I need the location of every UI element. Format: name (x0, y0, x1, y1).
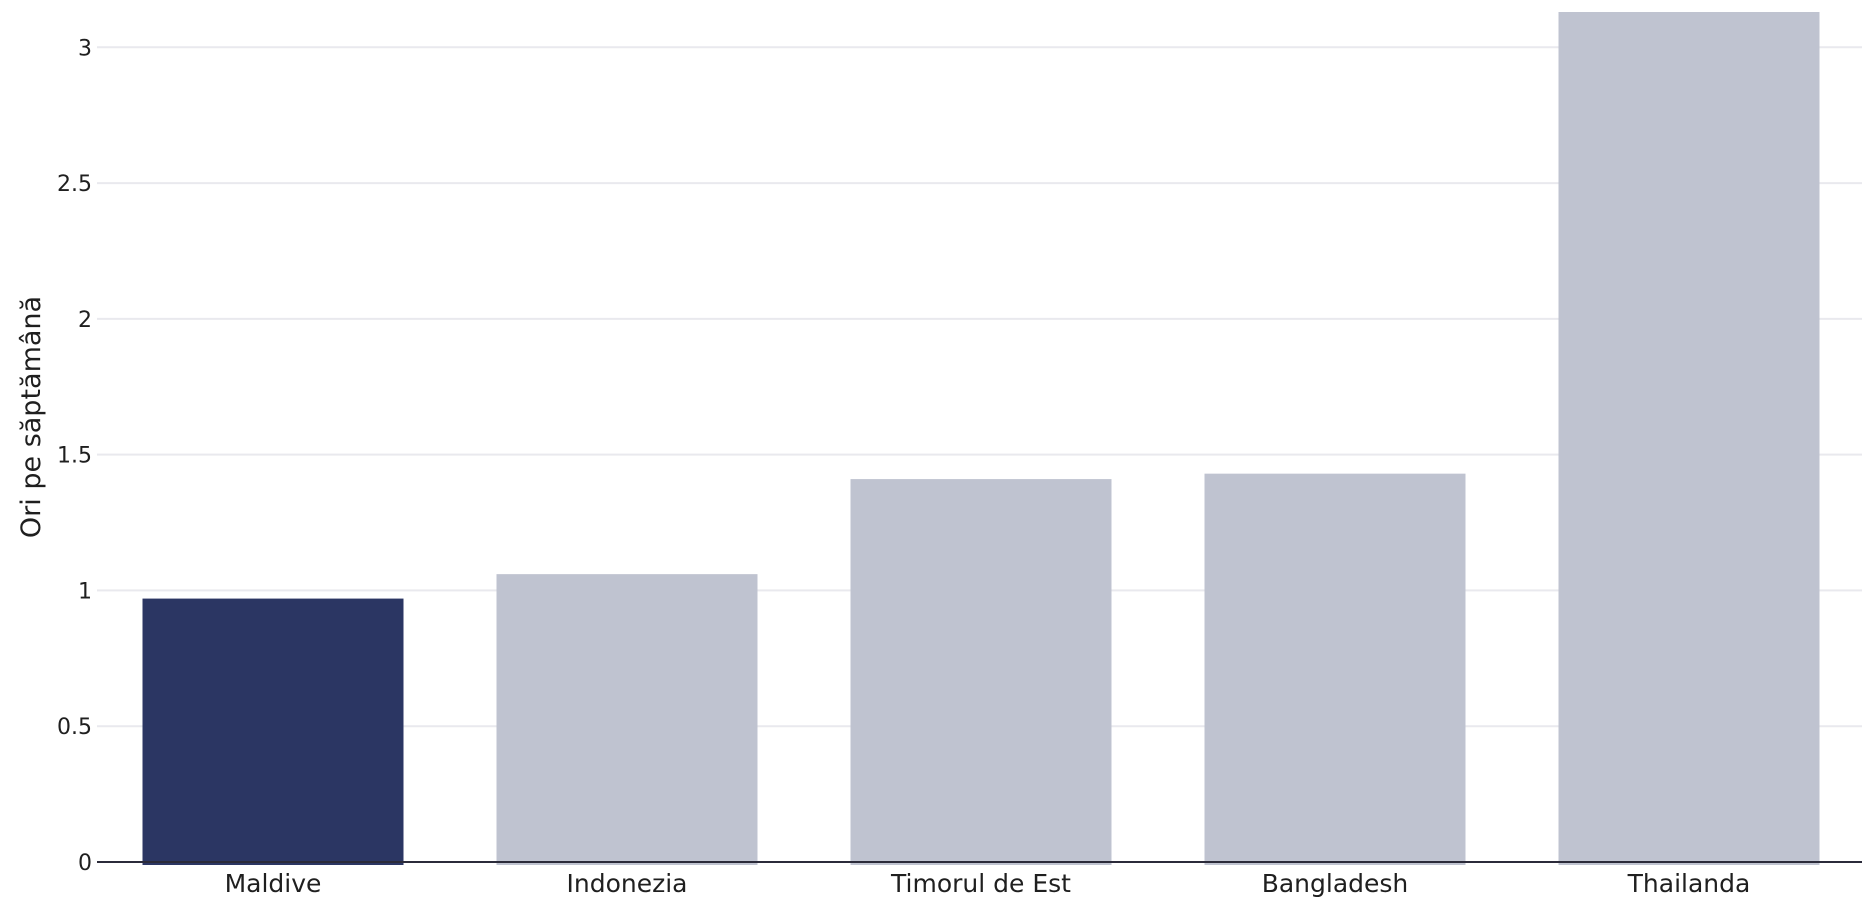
bar-bangladesh[interactable] (1204, 473, 1466, 865)
y-tick-labels: 0 0.5 1 1.5 2 2.5 3 (57, 36, 92, 876)
y-tick-label: 1 (78, 579, 92, 604)
x-tick-labels: Maldive Indonezia Timorul de Est Bangladesh… (225, 869, 1751, 897)
y-tick-label: 1.5 (57, 444, 92, 469)
x-tick-label: Bangladesh (1262, 869, 1409, 897)
y-axis-title: Ori pe săptămână (16, 296, 47, 538)
y-tick-label: 0.5 (57, 715, 92, 740)
y-tick-label: 3 (78, 36, 92, 61)
x-tick-label: Maldive (225, 869, 322, 897)
y-tick-label: 2.5 (57, 172, 92, 197)
y-tick-label: 0 (78, 851, 92, 876)
bars (142, 12, 1820, 865)
y-tick-label: 2 (78, 308, 92, 333)
bar-maldive[interactable] (142, 598, 404, 865)
x-tick-label: Indonezia (567, 869, 688, 897)
bar-thailanda[interactable] (1558, 12, 1820, 865)
bar-indonezia[interactable] (496, 574, 758, 865)
x-tick-label: Thailanda (1627, 869, 1751, 897)
x-tick-label: Timorul de Est (890, 869, 1071, 897)
bar-timorul-de-est[interactable] (850, 479, 1112, 865)
